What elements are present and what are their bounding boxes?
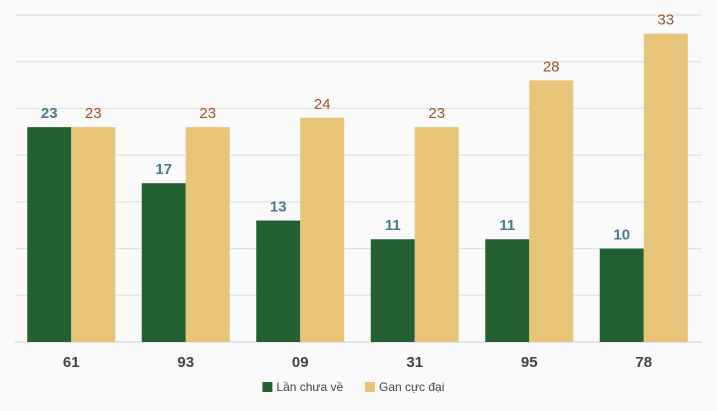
- bar-lan-chua-ve-93[interactable]: [141, 183, 186, 342]
- x-tick-label: 78: [635, 354, 652, 371]
- bar-gan-cuc-dai-31[interactable]: [414, 127, 459, 342]
- x-tick-label: 93: [177, 354, 194, 371]
- data-label-gan-cuc-dai-78: 33: [657, 12, 674, 29]
- bar-lan-chua-ve-09[interactable]: [256, 220, 301, 342]
- data-label-lan-chua-ve-95: 11: [499, 217, 515, 234]
- bar-gan-cuc-dai-61[interactable]: [71, 127, 116, 342]
- x-tick-label: 31: [406, 354, 423, 371]
- legend-swatch: [365, 382, 375, 392]
- legend-item-gan-cuc-dai[interactable]: Gan cực đại: [365, 380, 444, 394]
- bar-gan-cuc-dai-93[interactable]: [185, 127, 230, 342]
- data-label-lan-chua-ve-09: 13: [270, 199, 287, 216]
- bar-gan-cuc-dai-78[interactable]: [643, 33, 688, 342]
- legend[interactable]: Lần chưa về Gan cực đại: [262, 380, 444, 394]
- value-labels: 23 23 17 23 13 24 11 23 11 28 10 33: [41, 12, 674, 244]
- data-label-lan-chua-ve-93: 17: [155, 161, 172, 178]
- grid: [15, 14, 702, 343]
- x-tick-label: 61: [63, 354, 80, 371]
- bar-lan-chua-ve-95[interactable]: [485, 239, 530, 342]
- bars: [27, 33, 688, 343]
- x-tick-label: 09: [292, 354, 309, 371]
- bar-lan-chua-ve-61[interactable]: [27, 127, 72, 342]
- bar-gan-cuc-dai-09[interactable]: [300, 117, 345, 343]
- data-label-lan-chua-ve-78: 10: [613, 227, 630, 244]
- legend-swatch: [262, 382, 273, 392]
- data-label-gan-cuc-dai-61: 23: [85, 105, 102, 122]
- data-label-gan-cuc-dai-31: 23: [428, 105, 445, 122]
- data-label-gan-cuc-dai-09: 24: [314, 96, 331, 113]
- x-axis: 61 93 09 31 95 78: [63, 354, 652, 371]
- legend-label: Gan cực đại: [379, 380, 444, 394]
- legend-item-lan-chua-ve[interactable]: Lần chưa về: [262, 380, 343, 394]
- data-label-lan-chua-ve-61: 23: [41, 105, 58, 122]
- data-label-gan-cuc-dai-93: 23: [199, 105, 216, 122]
- x-tick-label: 95: [521, 354, 538, 371]
- bar-gan-cuc-dai-95[interactable]: [529, 80, 574, 343]
- bar-lan-chua-ve-31[interactable]: [370, 239, 415, 342]
- bar-lan-chua-ve-78[interactable]: [599, 248, 644, 342]
- data-label-lan-chua-ve-31: 11: [385, 217, 401, 234]
- data-label-gan-cuc-dai-95: 28: [543, 58, 560, 75]
- legend-label: Lần chưa về: [276, 380, 343, 394]
